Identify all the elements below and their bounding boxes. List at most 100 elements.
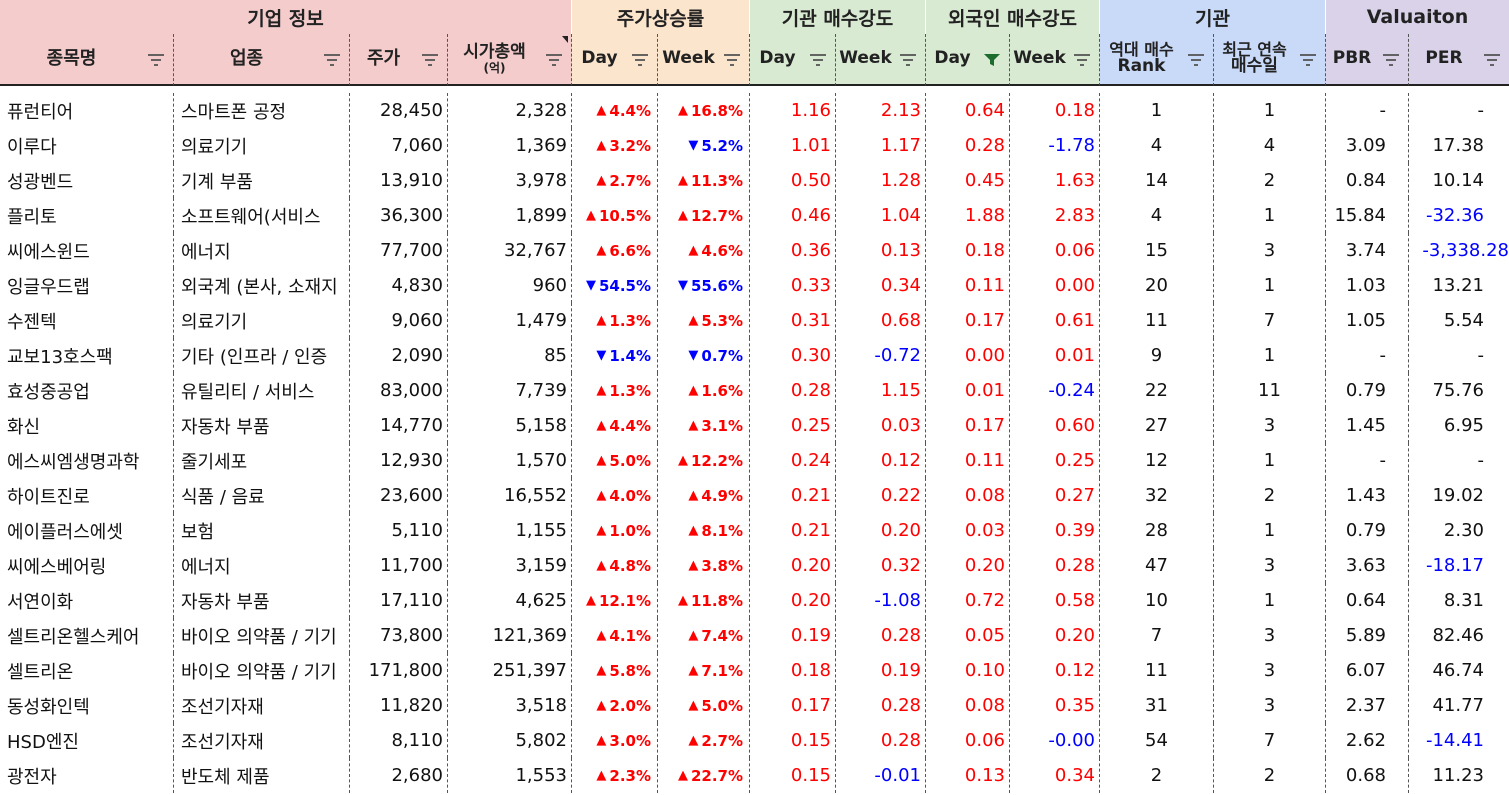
percent-value: 12.7% — [690, 206, 743, 225]
table-row[interactable]: 성광벤드 기계 부품 13,910 3,978 ▲ 2.7% ▲ 11.3% 0.50 1.28 0… — [0, 163, 1509, 198]
column-header-buy-rank[interactable]: 역대 매수 Rank — [1100, 34, 1214, 86]
cell-sector[interactable]: 보험 — [174, 513, 350, 548]
cell-sector[interactable]: 식품 / 음료 — [174, 478, 350, 513]
table-row[interactable]: HSD엔진 조선기자재 8,110 5,802 ▲ 3.0% ▲ 2.7% 0.15 0.28 0.… — [0, 723, 1509, 758]
cell-sector[interactable]: 외국계 (본사, 소재지 — [174, 268, 350, 303]
column-header-market-cap[interactable]: 시가총액 (억) — [448, 34, 572, 86]
cell-name[interactable]: 광전자 — [0, 758, 174, 793]
cell-sector[interactable]: 의료기기 — [174, 303, 350, 338]
cell-sector[interactable]: 에너지 — [174, 233, 350, 268]
cell-sector[interactable]: 기계 부품 — [174, 163, 350, 198]
cell-name[interactable]: 수젠텍 — [0, 303, 174, 338]
filter-active-icon[interactable] — [983, 52, 1001, 66]
filter-icon[interactable] — [809, 52, 827, 66]
table-row[interactable]: 서연이화 자동차 부품 17,110 4,625 ▲ 12.1% ▲ 11.8% 0.20 -1.… — [0, 583, 1509, 618]
cell-name[interactable]: 효성중공업 — [0, 373, 174, 408]
arrow-up-icon: ▲ — [688, 313, 699, 328]
cell-name[interactable]: 서연이화 — [0, 583, 174, 618]
cell-sector[interactable]: 의료기기 — [174, 128, 350, 163]
table-row[interactable]: 효성중공업 유틸리티 / 서비스 83,000 7,739 ▲ 1.3% ▲ 1.6% 0.28… — [0, 373, 1509, 408]
arrow-down-icon: ▼ — [688, 138, 699, 153]
cell-foreign-day: 1.88 — [926, 198, 1010, 233]
cell-sector[interactable]: 줄기세포 — [174, 443, 350, 478]
cell-name[interactable]: 동성화인텍 — [0, 688, 174, 723]
cell-name[interactable]: 씨에스베어링 — [0, 548, 174, 583]
cell-value: 효성중공업 — [7, 381, 90, 403]
filter-icon[interactable] — [421, 52, 439, 66]
table-row[interactable]: 잉글우드랩 외국계 (본사, 소재지 4,830 960 ▼ 54.5% ▼ 55.6% 0.3… — [0, 268, 1509, 303]
column-header-price[interactable]: 주가 — [350, 34, 448, 86]
table-row[interactable]: 하이트진로 식품 / 음료 23,600 16,552 ▲ 4.0% ▲ 4.9% 0.21 0.… — [0, 478, 1509, 513]
filter-icon[interactable] — [1483, 52, 1501, 66]
cell-sector[interactable]: 에너지 — [174, 548, 350, 583]
table-row[interactable]: 씨에스윈드 에너지 77,700 32,767 ▲ 6.6% ▲ 4.6% 0.36 0.13 0.… — [0, 233, 1509, 268]
cell-name[interactable]: 에이플러스에셋 — [0, 513, 174, 548]
cell-sector[interactable]: 스마트폰 공정 — [174, 93, 350, 128]
table-row[interactable]: 에이플러스에셋 보험 5,110 1,155 ▲ 1.0% ▲ 8.1% 0.21 0.20 0.0… — [0, 513, 1509, 548]
column-header-foreign-day[interactable]: Day — [926, 34, 1010, 86]
filter-icon[interactable] — [1382, 52, 1400, 66]
filter-icon[interactable] — [899, 52, 917, 66]
cell-name[interactable]: 교보13호스팩 — [0, 338, 174, 373]
cell-sector[interactable]: 자동차 부품 — [174, 408, 350, 443]
column-header-line1: 역대 매수 — [1109, 39, 1174, 59]
cell-name[interactable]: 화신 — [0, 408, 174, 443]
column-header-name[interactable]: 종목명 — [0, 34, 174, 86]
filter-icon[interactable] — [545, 52, 563, 66]
column-header-inst-day[interactable]: Day — [750, 34, 836, 86]
filter-icon[interactable] — [723, 52, 741, 66]
cell-sector[interactable]: 유틸리티 / 서비스 — [174, 373, 350, 408]
cell-sector[interactable]: 자동차 부품 — [174, 583, 350, 618]
percent-value: 2.7% — [701, 731, 743, 750]
column-header-foreign-week[interactable]: Week — [1010, 34, 1100, 86]
cell-value: 0.64 — [1345, 590, 1386, 611]
cell-name[interactable]: 이루다 — [0, 128, 174, 163]
column-header-week-change[interactable]: Week — [658, 34, 750, 86]
cell-week-change: ▼ 5.2% — [658, 128, 750, 163]
cell-value: 에이플러스에셋 — [7, 521, 123, 543]
table-row[interactable]: 에스씨엠생명과학 줄기세포 12,930 1,570 ▲ 5.0% ▲ 12.2% 0.24 0.… — [0, 443, 1509, 478]
table-row[interactable]: 셀트리온 바이오 의약품 / 기기 171,800 251,397 ▲ 5.8% ▲ 7.1%… — [0, 653, 1509, 688]
table-row[interactable]: 플리토 소프트웨어(서비스 36,300 1,899 ▲ 10.5% ▲ 12.7% 0.46 1… — [0, 198, 1509, 233]
cell-value: 하이트진로 — [7, 486, 90, 508]
column-header-buy-streak[interactable]: 최근 연속 매수일 — [1214, 34, 1326, 86]
cell-name[interactable]: 성광벤드 — [0, 163, 174, 198]
column-header-pbr[interactable]: PBR — [1326, 34, 1409, 86]
filter-icon[interactable] — [1187, 52, 1205, 66]
cell-sector[interactable]: 반도체 제품 — [174, 758, 350, 793]
cell-sector[interactable]: 바이오 의약품 / 기기 — [174, 618, 350, 653]
column-header-inst-week[interactable]: Week — [836, 34, 926, 86]
cell-name[interactable]: 에스씨엠생명과학 — [0, 443, 174, 478]
column-header-day-change[interactable]: Day — [572, 34, 658, 86]
filter-icon[interactable] — [323, 52, 341, 66]
table-row[interactable]: 동성화인텍 조선기자재 11,820 3,518 ▲ 2.0% ▲ 5.0% 0.17 0.28 0… — [0, 688, 1509, 723]
cell-value: 이루다 — [7, 136, 57, 158]
table-row[interactable]: 셀트리온헬스케어 바이오 의약품 / 기기 73,800 121,369 ▲ 4.1% ▲ 7… — [0, 618, 1509, 653]
cell-name[interactable]: 플리토 — [0, 198, 174, 233]
cell-name[interactable]: 잉글우드랩 — [0, 268, 174, 303]
table-row[interactable]: 광전자 반도체 제품 2,680 1,553 ▲ 2.3% ▲ 22.7% 0.15 -0.01 0… — [0, 758, 1509, 793]
cell-name[interactable]: 씨에스윈드 — [0, 233, 174, 268]
cell-sector[interactable]: 조선기자재 — [174, 723, 350, 758]
cell-name[interactable]: 셀트리온헬스케어 — [0, 618, 174, 653]
cell-name[interactable]: 셀트리온 — [0, 653, 174, 688]
table-row[interactable]: 수젠텍 의료기기 9,060 1,479 ▲ 1.3% ▲ 5.3% 0.31 0.68 0.17 0… — [0, 303, 1509, 338]
cell-sector[interactable]: 바이오 의약품 / 기기 — [174, 653, 350, 688]
filter-icon[interactable] — [147, 52, 165, 66]
cell-sector[interactable]: 조선기자재 — [174, 688, 350, 723]
cell-name[interactable]: 퓨런티어 — [0, 93, 174, 128]
cell-sector[interactable]: 소프트웨어(서비스 — [174, 198, 350, 233]
filter-icon[interactable] — [631, 52, 649, 66]
filter-icon[interactable] — [1073, 52, 1091, 66]
filter-icon[interactable] — [1299, 52, 1317, 66]
table-row[interactable]: 화신 자동차 부품 14,770 5,158 ▲ 4.4% ▲ 3.1% 0.25 0.03 0.1… — [0, 408, 1509, 443]
cell-sector[interactable]: 기타 (인프라 / 인증 — [174, 338, 350, 373]
column-header-sector[interactable]: 업종 — [174, 34, 350, 86]
cell-name[interactable]: 하이트진로 — [0, 478, 174, 513]
table-row[interactable]: 퓨런티어 스마트폰 공정 28,450 2,328 ▲ 4.4% ▲ 16.8% 1.16 2.1… — [0, 93, 1509, 128]
table-row[interactable]: 이루다 의료기기 7,060 1,369 ▲ 3.2% ▼ 5.2% 1.01 1.17 0.28-… — [0, 128, 1509, 163]
table-row[interactable]: 씨에스베어링 에너지 11,700 3,159 ▲ 4.8% ▲ 3.8% 0.20 0.32 0.… — [0, 548, 1509, 583]
column-header-per[interactable]: PER — [1409, 34, 1509, 86]
cell-name[interactable]: HSD엔진 — [0, 723, 174, 758]
table-row[interactable]: 교보13호스팩 기타 (인프라 / 인증 2,090 85 ▼ 1.4% ▼ 0.7% 0.30… — [0, 338, 1509, 373]
